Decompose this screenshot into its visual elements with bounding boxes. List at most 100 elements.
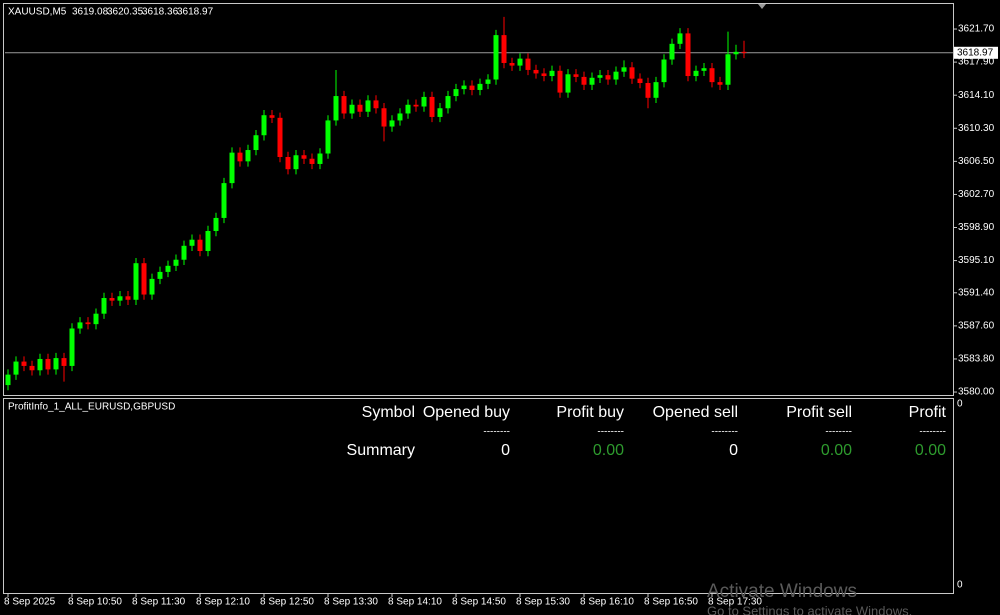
candle-body [149, 278, 155, 295]
candle-body [85, 322, 91, 325]
candle-body [285, 156, 291, 170]
candle-body [629, 67, 635, 79]
y-tick-label: 3614.10 [958, 90, 995, 101]
candle-body [125, 296, 131, 300]
x-tick-label: 8 Sep 17:30 [708, 597, 762, 608]
table-header: Profit [909, 404, 947, 421]
candle-body [261, 115, 267, 136]
panel-frame [3, 398, 954, 594]
candle-body [485, 79, 491, 84]
candle-body [29, 365, 35, 371]
candle-body [205, 230, 211, 252]
symbol-title: XAUUSD,M5 [8, 7, 67, 18]
candle-body [301, 155, 307, 159]
candle-body [437, 108, 443, 117]
price-label: 3618.97 [957, 47, 994, 58]
candle-body [397, 113, 403, 121]
table-cell: Summary [347, 442, 415, 459]
table-cell: 0.00 [821, 442, 852, 459]
candle-body [509, 62, 515, 66]
table-separator: -------- [711, 427, 738, 438]
candle-body [13, 361, 19, 375]
table-header: Symbol [362, 404, 415, 421]
table-separator: -------- [597, 427, 624, 438]
main-frame [3, 3, 954, 396]
panel-scale-label: 0 [957, 580, 963, 591]
ohlc-low: 3618.36 [142, 7, 179, 18]
y-tick-label: 3587.60 [958, 321, 995, 332]
y-tick-label: 3610.30 [958, 123, 995, 134]
x-tick-label: 8 Sep 15:30 [516, 597, 570, 608]
candle-body [453, 89, 459, 97]
candle-body [165, 265, 171, 272]
candle-body [365, 100, 371, 112]
candle-body [605, 75, 611, 80]
candle-body [493, 35, 499, 80]
table-separator: -------- [919, 427, 946, 438]
candle-body [709, 68, 715, 83]
candle-body [477, 83, 483, 90]
candle-body [661, 59, 667, 83]
candle-body [557, 70, 563, 93]
candle-body [45, 358, 51, 370]
candle-body [181, 245, 187, 260]
candle-body [277, 117, 283, 157]
candle-body [429, 96, 435, 117]
candle-body [245, 150, 251, 162]
candle-body [541, 73, 547, 77]
candle-body [317, 153, 323, 164]
candle-body [621, 67, 627, 72]
candle-body [533, 69, 539, 74]
panel-scale-label: 0 [957, 399, 963, 410]
x-tick-label: 8 Sep 14:10 [388, 597, 442, 608]
candle-body [253, 135, 259, 151]
candle-body [589, 77, 595, 85]
candle-body [637, 78, 643, 83]
candle-body [325, 120, 331, 154]
candle-body [333, 96, 339, 121]
candle-body [141, 263, 147, 295]
candle-body [293, 155, 299, 170]
candle-body [517, 58, 523, 66]
candle-body [677, 33, 683, 44]
candle-body [117, 296, 123, 301]
candle-body [349, 104, 355, 114]
candle-body [173, 259, 179, 266]
candle-body [341, 96, 347, 114]
x-tick-label: 8 Sep 11:30 [132, 597, 186, 608]
candle-body [189, 239, 195, 246]
candle-body [725, 54, 731, 85]
candle-body [77, 322, 83, 329]
candle-body [581, 76, 587, 85]
candle-body [229, 152, 235, 184]
x-tick-label: 8 Sep 2025 [4, 597, 56, 608]
table-header: Profit buy [556, 404, 624, 421]
y-tick-label: 3598.90 [958, 222, 995, 233]
candle-body [269, 115, 275, 118]
candle-body [685, 33, 691, 77]
candle-body [645, 83, 651, 98]
y-tick-label: 3595.10 [958, 255, 995, 266]
candle-body [461, 85, 467, 90]
x-tick-label: 8 Sep 12:50 [260, 597, 314, 608]
table-separator: -------- [483, 427, 510, 438]
ohlc-high: 3620.35 [107, 7, 144, 18]
candle-body [5, 374, 11, 386]
x-tick-label: 8 Sep 14:50 [452, 597, 506, 608]
table-separator: -------- [825, 427, 852, 438]
candle-body [21, 361, 27, 366]
candle-body [525, 58, 531, 70]
candle-body [381, 108, 387, 127]
price-label-box [954, 46, 998, 59]
candle-body [157, 271, 163, 279]
candle-body [421, 96, 427, 107]
candle-body [573, 74, 579, 77]
candle-body [501, 35, 507, 63]
table-header: Opened buy [423, 404, 510, 421]
candle-body [669, 43, 675, 60]
candle-body [733, 51, 739, 55]
x-tick-label: 8 Sep 16:50 [644, 597, 698, 608]
